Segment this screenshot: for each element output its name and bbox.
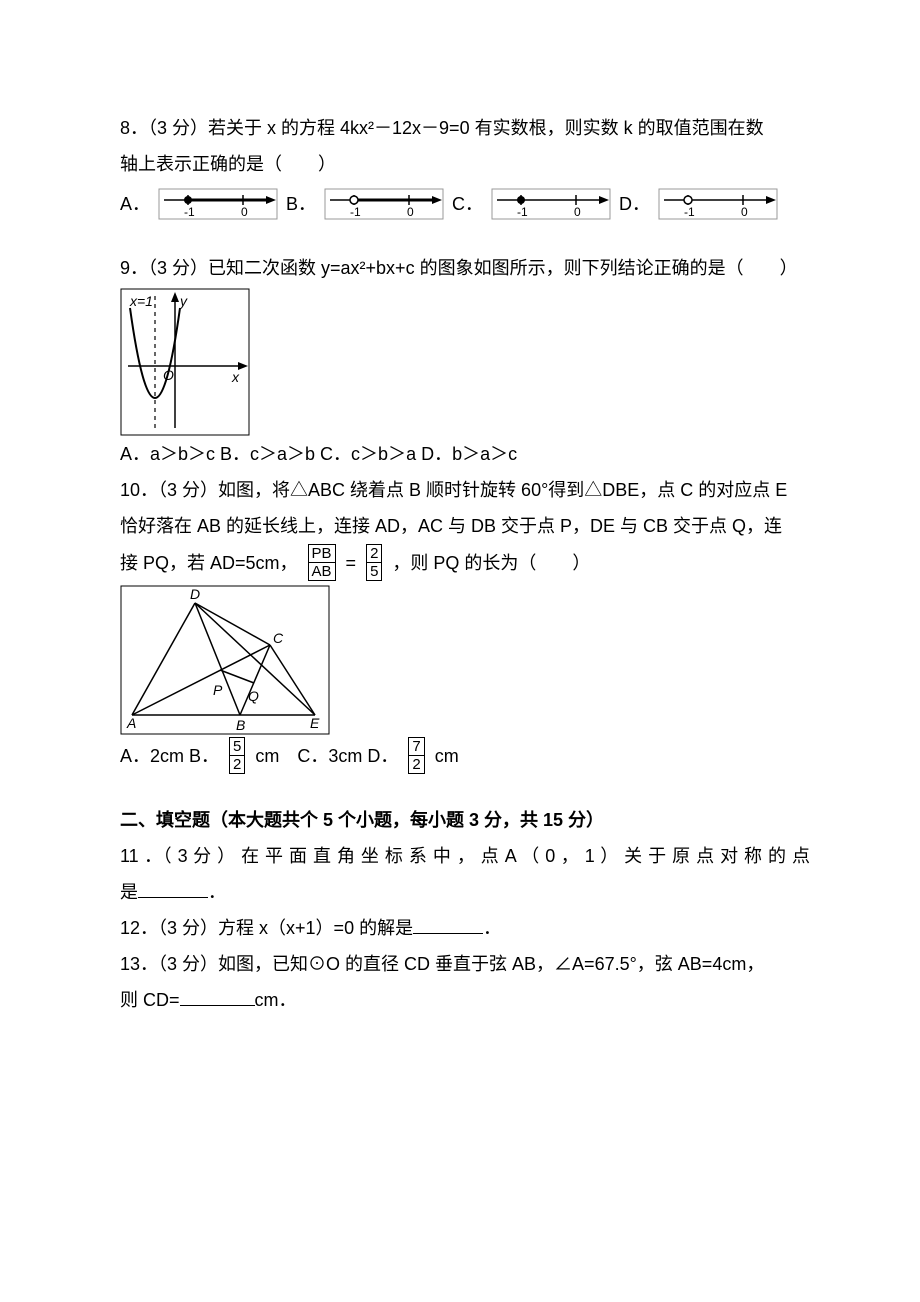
q10-optD-frac: 7 2	[408, 737, 424, 774]
svg-text:B: B	[236, 717, 245, 733]
q10-line1: 10．（3 分）如图，将△ABC 绕着点 B 顺时针旋转 60°得到△DBE，点…	[120, 472, 810, 508]
svg-text:Q: Q	[248, 688, 259, 704]
q11-line2: 是．	[120, 874, 810, 910]
q9-options: A．a＞b＞c B．c＞a＞b C．c＞b＞a D．b＞a＞c	[120, 436, 810, 472]
svg-text:E: E	[310, 715, 320, 731]
svg-text:-1: -1	[184, 205, 195, 219]
q8-optD-label: D．	[619, 186, 650, 222]
svg-text:x=1: x=1	[129, 293, 153, 309]
q8-numline-c: -1 0	[491, 188, 611, 220]
q13-blank	[180, 988, 255, 1006]
q9-parabola-graph: x=1 y O x	[120, 288, 250, 436]
svg-text:A: A	[126, 715, 136, 731]
q8-numline-b: -1 0	[324, 188, 444, 220]
q10-line3c: ，则 PQ 的长为（ ）	[392, 545, 590, 581]
q9-stem: 9．（3 分）已知二次函数 y=ax²+bx+c 的图象如图所示，则下列结论正确…	[120, 250, 810, 286]
svg-text:O: O	[163, 367, 174, 383]
q12: 12．（3 分）方程 x（x+1）=0 的解是．	[120, 910, 810, 946]
svg-text:C: C	[273, 630, 284, 646]
q8-optC-label: C．	[452, 186, 483, 222]
svg-text:-1: -1	[684, 205, 695, 219]
svg-text:0: 0	[574, 205, 581, 219]
q10-triangle-diagram: A B E D C P Q	[120, 585, 330, 735]
q10-optD-tail: cm	[435, 738, 459, 774]
q8-numline-a: -1 0	[158, 188, 278, 220]
q8-line1: 8．（3 分）若关于 x 的方程 4kx²－12x－9=0 有实数根，则实数 k…	[120, 110, 810, 146]
svg-text:0: 0	[241, 205, 248, 219]
q10-line3a: 接 PQ，若 AD=5cm，	[120, 545, 298, 581]
q12-blank	[413, 916, 483, 934]
q10-line2: 恰好落在 AB 的延长线上，连接 AD，AC 与 DB 交于点 P，DE 与 C…	[120, 508, 810, 544]
q10-optB-tail: cm C．3cm D．	[255, 738, 398, 774]
q11-line1: 11 ．（ 3 分 ） 在 平 面 直 角 坐 标 系 中 ， 点 A （ 0 …	[120, 838, 810, 874]
q10-frac-2-5: 2 5	[366, 544, 382, 581]
svg-text:P: P	[213, 682, 223, 698]
q8-options: A． -1 0 B． -1 0 C． -1 0 D．	[120, 186, 810, 222]
section2-title: 二、填空题（本大题共个 5 个小题，每小题 3 分，共 15 分）	[120, 802, 810, 838]
q10-optA: A．2cm B．	[120, 738, 219, 774]
q8-optA-label: A．	[120, 186, 150, 222]
svg-text:y: y	[179, 293, 188, 309]
svg-text:0: 0	[407, 205, 414, 219]
q10-eq: =	[346, 545, 357, 581]
q8-line2: 轴上表示正确的是（ ）	[120, 146, 810, 182]
svg-text:-1: -1	[350, 205, 361, 219]
svg-text:-1: -1	[517, 205, 528, 219]
svg-text:0: 0	[741, 205, 748, 219]
q10-optB-frac: 5 2	[229, 737, 245, 774]
q11-blank	[138, 880, 208, 898]
q10-frac-pb-ab: PB AB	[308, 544, 336, 581]
q8-optB-label: B．	[286, 186, 316, 222]
q13-line2: 则 CD=cm．	[120, 982, 810, 1018]
svg-text:x: x	[231, 369, 240, 385]
q8-numline-d: -1 0	[658, 188, 778, 220]
svg-text:D: D	[190, 586, 200, 602]
q13-line1: 13．（3 分）如图，已知⊙O 的直径 CD 垂直于弦 AB，∠A=67.5°，…	[120, 946, 810, 982]
q10-line3: 接 PQ，若 AD=5cm， PB AB = 2 5 ，则 PQ 的长为（ ）	[120, 544, 810, 581]
q10-options: A．2cm B． 5 2 cm C．3cm D． 7 2 cm	[120, 737, 810, 774]
